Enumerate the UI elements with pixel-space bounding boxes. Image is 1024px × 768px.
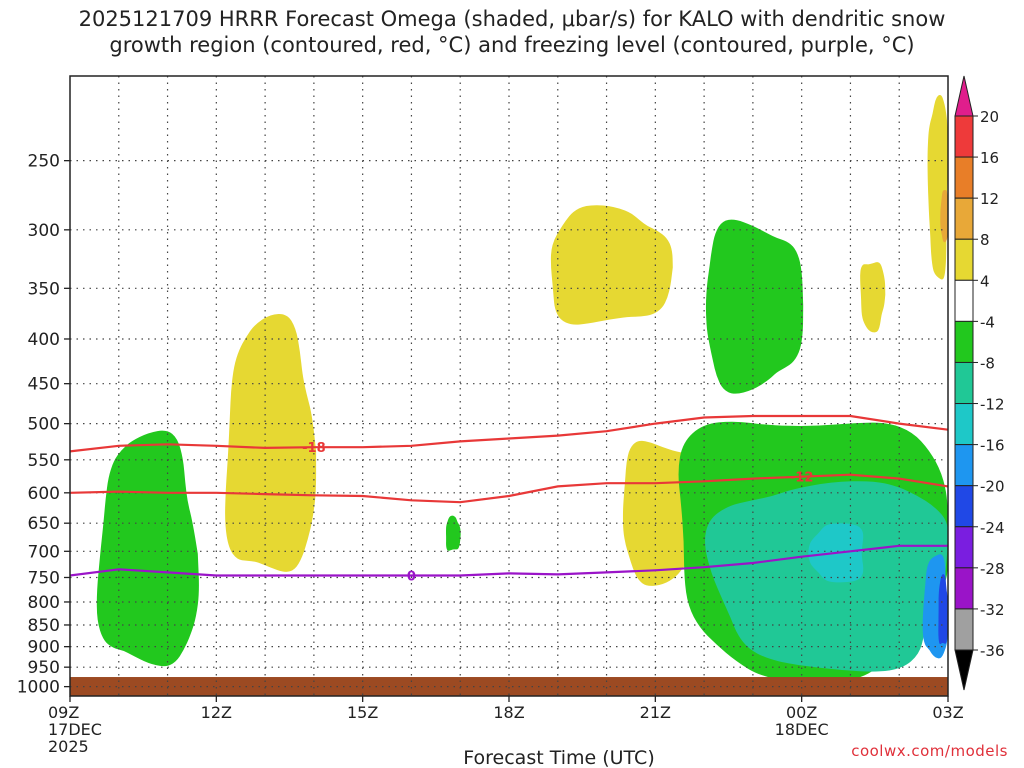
colorbar-bin-6 <box>954 320 974 363</box>
x-axis-label: Forecast Time (UTC) <box>463 747 654 768</box>
contour-label-dendritic-bottom: -12 <box>790 471 814 486</box>
xtick-label-15-1: 18DEC <box>775 720 829 739</box>
xtick-label-9-0: 18Z <box>493 703 524 722</box>
omega-region-5 <box>927 94 948 280</box>
colorbar-bin-1 <box>954 115 974 158</box>
colorbar-over-arrow <box>954 75 974 117</box>
omega-region-8 <box>446 515 461 551</box>
colorbar-label-11: -24 <box>980 519 1005 537</box>
colorbar-label-6: -4 <box>980 313 995 331</box>
ytick-label-500: 500 <box>28 415 60 435</box>
colorbar-bin-3 <box>954 197 974 240</box>
xtick-label-0-0: 09Z <box>48 703 79 722</box>
omega-region-2 <box>550 205 673 325</box>
ytick-label-900: 900 <box>28 638 60 658</box>
colorbar-label-7: -8 <box>980 354 995 372</box>
ytick-label-550: 550 <box>28 451 60 471</box>
ytick-label-250: 250 <box>28 152 60 172</box>
ytick-label-750: 750 <box>28 568 60 588</box>
chart-title-line-1: 2025121709 HRRR Forecast Omega (shaded, … <box>78 7 946 31</box>
colorbar-label-9: -16 <box>980 437 1005 455</box>
omega-region-4 <box>860 262 886 333</box>
xtick-label-3-0: 12Z <box>201 703 232 722</box>
contour-label-dendritic-top: -18 <box>302 441 326 456</box>
colorbar-label-13: -32 <box>980 601 1005 619</box>
ytick-label-850: 850 <box>28 616 60 636</box>
colorbar-bin-12 <box>954 567 974 610</box>
ytick-label-450: 450 <box>28 375 60 395</box>
ytick-label-700: 700 <box>28 542 60 562</box>
ground-surface <box>70 677 948 696</box>
ytick-label-300: 300 <box>28 221 60 241</box>
colorbar-bin-11 <box>954 526 974 569</box>
xtick-label-12-0: 21Z <box>640 703 671 722</box>
omega-region-1 <box>225 313 317 572</box>
chart-title-line-2: growth region (contoured, red, °C) and f… <box>109 33 915 57</box>
colorbar-label-5: 4 <box>980 272 990 290</box>
omega-region-14 <box>938 574 948 645</box>
colorbar-bin-4 <box>954 238 974 281</box>
omega-region-9 <box>705 219 804 394</box>
omega-shading <box>96 94 948 684</box>
omega-region-7 <box>96 430 199 667</box>
chart-title: 2025121709 HRRR Forecast Omega (shaded, … <box>0 6 1024 58</box>
colorbar-label-12: -28 <box>980 560 1005 578</box>
xtick-label-18-0: 03Z <box>932 703 963 722</box>
colorbar-label-3: 12 <box>980 190 999 208</box>
contour-dendritic-bottom <box>69 473 949 504</box>
colorbar-bin-10 <box>954 485 974 528</box>
xtick-label-0-2: 2025 <box>48 737 89 756</box>
ytick-label-650: 650 <box>28 514 60 534</box>
colorbar-label-10: -20 <box>980 478 1005 496</box>
colorbar-under-arrow <box>954 649 974 691</box>
contour-dendritic-top <box>69 414 949 453</box>
colorbar-label-14: -36 <box>980 642 1005 660</box>
ytick-label-600: 600 <box>28 484 60 504</box>
ytick-label-350: 350 <box>28 279 60 299</box>
source-credit: coolwx.com/models <box>851 742 1008 760</box>
xtick-label-15-0: 00Z <box>786 703 817 722</box>
ground-layer <box>70 677 948 696</box>
colorbar-bin-13 <box>954 608 974 651</box>
colorbar-bin-9 <box>954 444 974 487</box>
colorbar-bin-2 <box>954 156 974 199</box>
ytick-label-800: 800 <box>28 593 60 613</box>
contour-freezing-level <box>69 544 948 577</box>
colorbar-label-8: -12 <box>980 396 1005 414</box>
xtick-label-0-1: 17DEC <box>48 720 102 739</box>
ytick-label-950: 950 <box>28 658 60 678</box>
temperature-contours: -18 -12 0 <box>69 414 949 584</box>
ytick-label-1000: 1000 <box>17 678 60 698</box>
colorbar-bin-5 <box>954 279 974 322</box>
colorbar-label-4: 8 <box>980 231 990 249</box>
colorbar: 20 16 12 8 4 -4 -8 -12 -16 -20 -24 -28 -32 -36 <box>954 75 1005 691</box>
omega-region-6 <box>940 190 948 243</box>
colorbar-bin-8 <box>954 403 974 446</box>
colorbar-bin-7 <box>954 361 974 405</box>
colorbar-label-1: 20 <box>980 108 999 126</box>
ytick-label-400: 400 <box>28 330 60 350</box>
contour-label-freezing-level: 0 <box>407 569 416 584</box>
colorbar-label-2: 16 <box>980 149 999 167</box>
axes: 2503003504004505005506006507007508008509… <box>17 75 964 768</box>
xtick-label-6-0: 15Z <box>347 703 378 722</box>
